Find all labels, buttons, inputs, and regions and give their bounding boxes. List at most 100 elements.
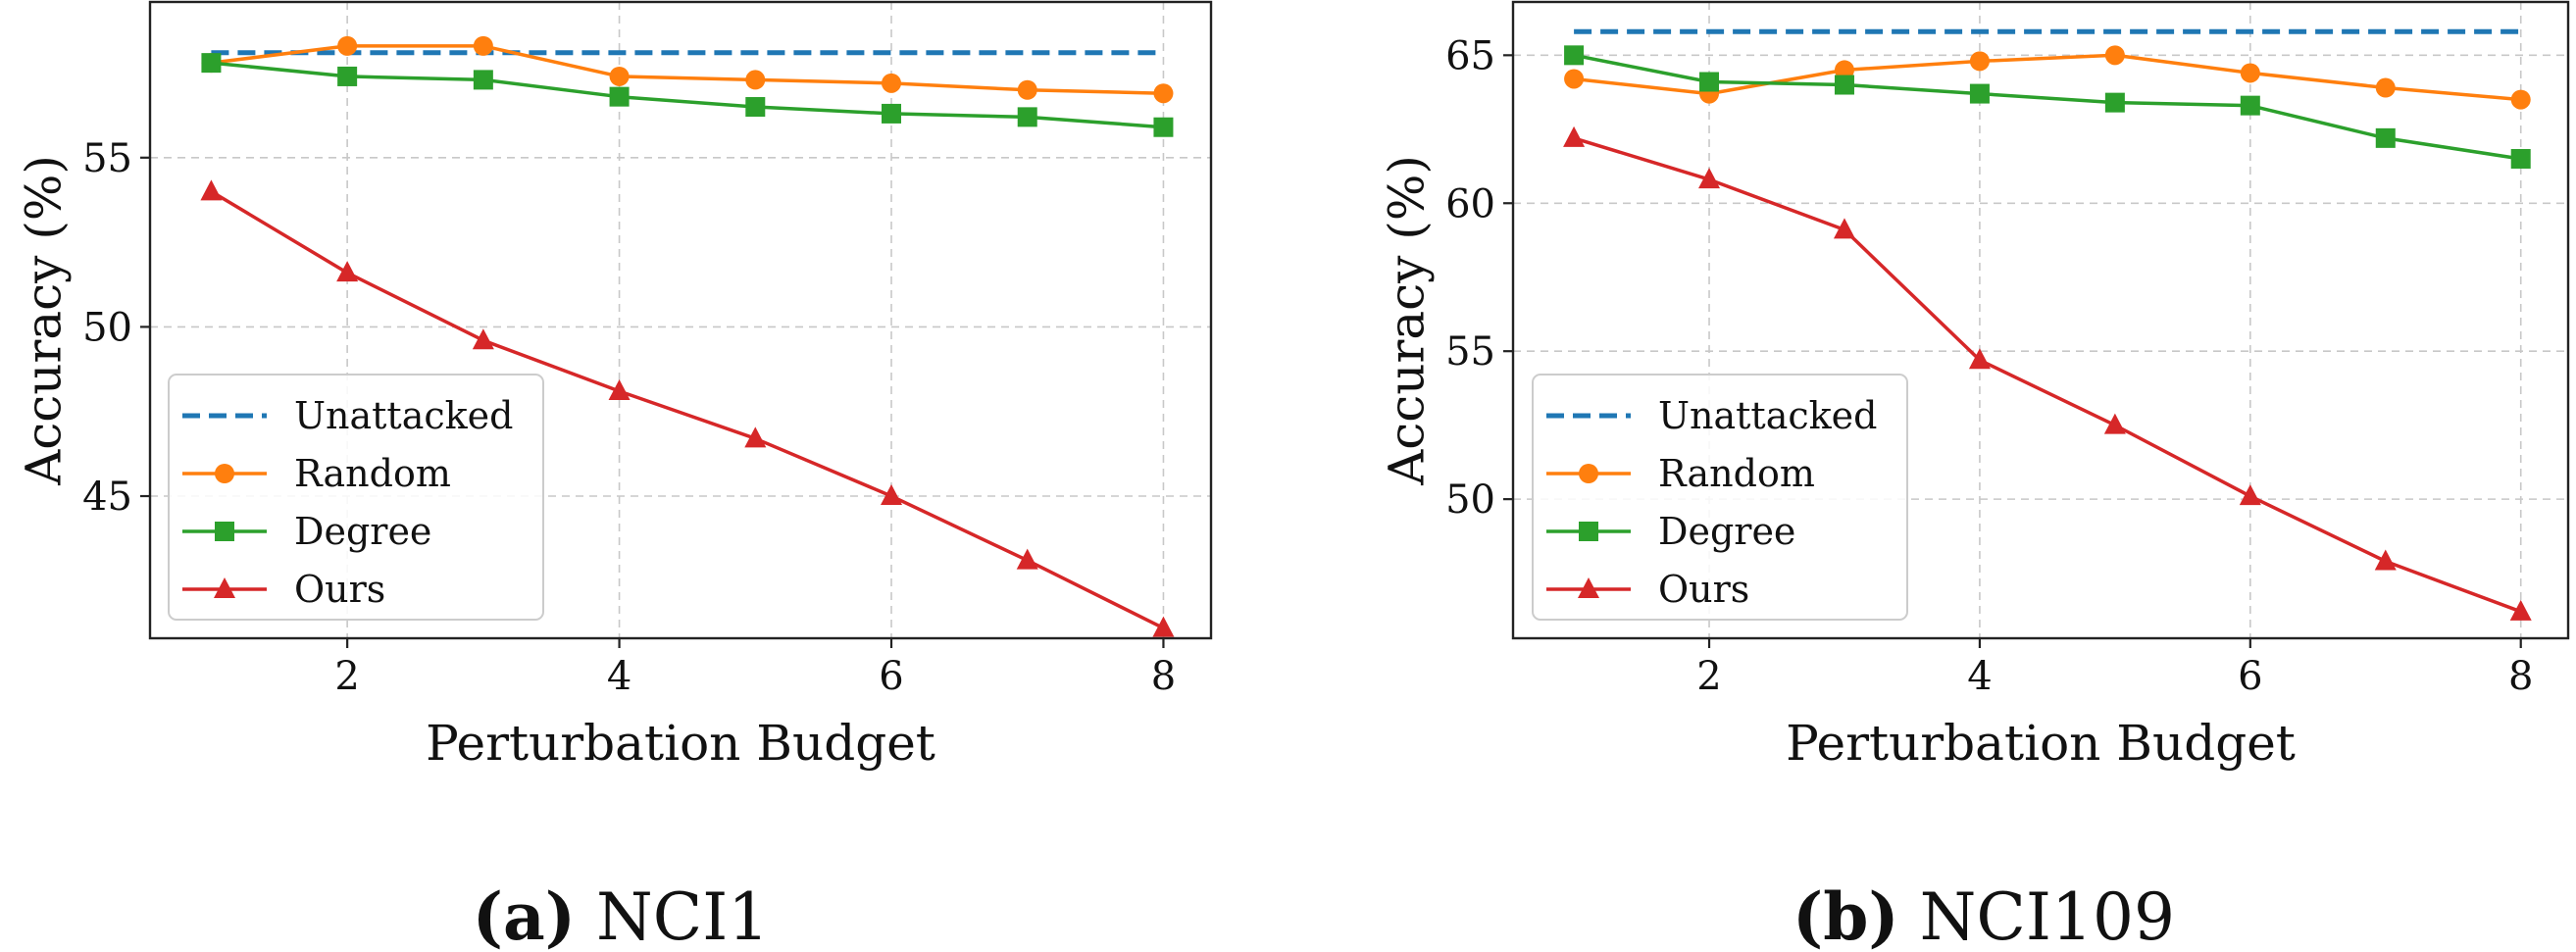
data-point-ours — [1698, 168, 1721, 189]
data-point-random — [1564, 69, 1585, 89]
data-point-random — [473, 35, 493, 56]
data-point-random — [1969, 51, 1990, 72]
data-point-degree — [473, 70, 493, 90]
x-tick-label: 2 — [334, 654, 359, 699]
y-tick-label: 50 — [1445, 477, 1495, 523]
y-tick-label: 60 — [1445, 181, 1495, 226]
legend-box — [168, 374, 544, 621]
legend-marker-random — [215, 464, 234, 483]
caption-title: NCI1 — [596, 879, 769, 952]
x-axis-label: Perturbation Budget — [1786, 715, 2296, 772]
data-point-degree — [609, 86, 630, 107]
y-tick-label: 55 — [82, 136, 132, 181]
data-point-ours — [472, 328, 494, 350]
data-point-degree — [882, 103, 902, 124]
y-axis-label: Accuracy (%) — [1379, 155, 1436, 486]
x-tick-label: 8 — [1151, 654, 1176, 699]
legend-marker-random — [1579, 464, 1598, 483]
series-line-ours — [210, 189, 1165, 630]
legend-label-unattacked: Unattacked — [294, 394, 513, 437]
data-point-ours — [1016, 548, 1038, 570]
legend: Unattacked Random Degree Ours — [168, 374, 544, 621]
data-point-ours — [200, 179, 223, 201]
data-point-degree — [2104, 92, 2125, 113]
legend-label-ours: Ours — [294, 568, 385, 611]
chart-panel-1: 2 4 6 8 45 50 55 Perturbation Budget Accuracy (%… — [16, 0, 1213, 952]
panel-caption: (b) NCI109 — [1793, 878, 2175, 952]
legend-label-degree: Degree — [294, 510, 431, 553]
x-tick-label: 4 — [1967, 654, 1992, 699]
x-tick-label: 6 — [2238, 654, 2262, 699]
data-point-degree — [1969, 83, 1990, 104]
x-tick-label: 6 — [879, 654, 903, 699]
series-line-degree — [211, 61, 1164, 129]
caption-space — [576, 879, 596, 952]
legend-label-random: Random — [1658, 452, 1815, 495]
data-point-random — [2375, 77, 2396, 98]
data-point-ours — [336, 261, 359, 282]
legend-label-unattacked: Unattacked — [1658, 394, 1877, 437]
panel-caption: (a) NCI1 — [473, 878, 770, 952]
data-point-ours — [1563, 125, 1586, 147]
series-line-random — [1573, 53, 2521, 102]
series-line-degree — [1573, 53, 2521, 161]
data-point-degree — [1699, 72, 1720, 92]
data-point-random — [882, 73, 902, 93]
data-point-ours — [608, 378, 631, 400]
plot-frame — [1511, 0, 2570, 640]
data-point-random — [1153, 83, 1174, 104]
caption-label: (b) — [1793, 878, 1899, 952]
data-point-ours — [1968, 348, 1991, 370]
data-point-random — [2104, 45, 2125, 66]
y-tick-label: 55 — [1445, 329, 1495, 375]
y-tick-label: 45 — [82, 475, 132, 520]
legend-marker-ours — [214, 577, 235, 598]
x-tick-label: 4 — [607, 654, 631, 699]
data-point-ours — [2509, 599, 2532, 621]
y-tick-label: 50 — [82, 305, 132, 350]
data-point-ours — [2239, 484, 2261, 506]
data-point-ours — [881, 484, 903, 506]
data-point-degree — [2510, 148, 2531, 169]
series-line-ours — [1573, 136, 2522, 614]
series-line-random — [211, 44, 1164, 95]
legend-marker-degree — [1579, 522, 1598, 541]
data-point-random — [337, 35, 358, 56]
data-point-degree — [2375, 127, 2396, 148]
legend-marker-degree — [215, 522, 234, 541]
x-tick-label: 8 — [2508, 654, 2533, 699]
data-point-degree — [1153, 117, 1174, 137]
caption-label: (a) — [473, 878, 576, 952]
x-tick-label: 2 — [1696, 654, 1721, 699]
legend-label-degree: Degree — [1658, 510, 1795, 553]
y-tick-label: 65 — [1445, 33, 1495, 78]
data-point-random — [1017, 79, 1037, 100]
data-point-ours — [1152, 616, 1175, 637]
data-point-degree — [2240, 95, 2260, 116]
chart-panel-2: 2 4 6 8 50 55 60 65 Perturbation Budget Accuracy … — [1379, 0, 2570, 952]
legend-label-ours: Ours — [1658, 568, 1749, 611]
data-point-degree — [745, 97, 766, 118]
data-point-degree — [201, 53, 222, 74]
data-point-random — [745, 70, 766, 90]
legend: Unattacked Random Degree Ours — [1532, 374, 1908, 621]
data-point-random — [1834, 60, 1854, 80]
data-point-ours — [744, 426, 767, 448]
plot-frame — [148, 0, 1213, 640]
data-point-degree — [337, 66, 358, 86]
data-point-degree — [1834, 75, 1854, 95]
data-point-random — [609, 66, 630, 86]
data-point-ours — [1833, 218, 1855, 239]
data-point-degree — [1564, 45, 1585, 66]
y-axis-label: Accuracy (%) — [16, 155, 73, 486]
data-point-random — [2510, 89, 2531, 110]
caption-title: NCI109 — [1920, 879, 2175, 952]
data-point-degree — [1017, 107, 1037, 127]
data-point-ours — [2374, 549, 2397, 571]
x-axis-label: Perturbation Budget — [426, 715, 935, 772]
caption-space — [1899, 879, 1920, 952]
legend-marker-ours — [1578, 577, 1599, 598]
data-point-random — [2240, 63, 2260, 83]
data-point-ours — [2103, 413, 2126, 434]
